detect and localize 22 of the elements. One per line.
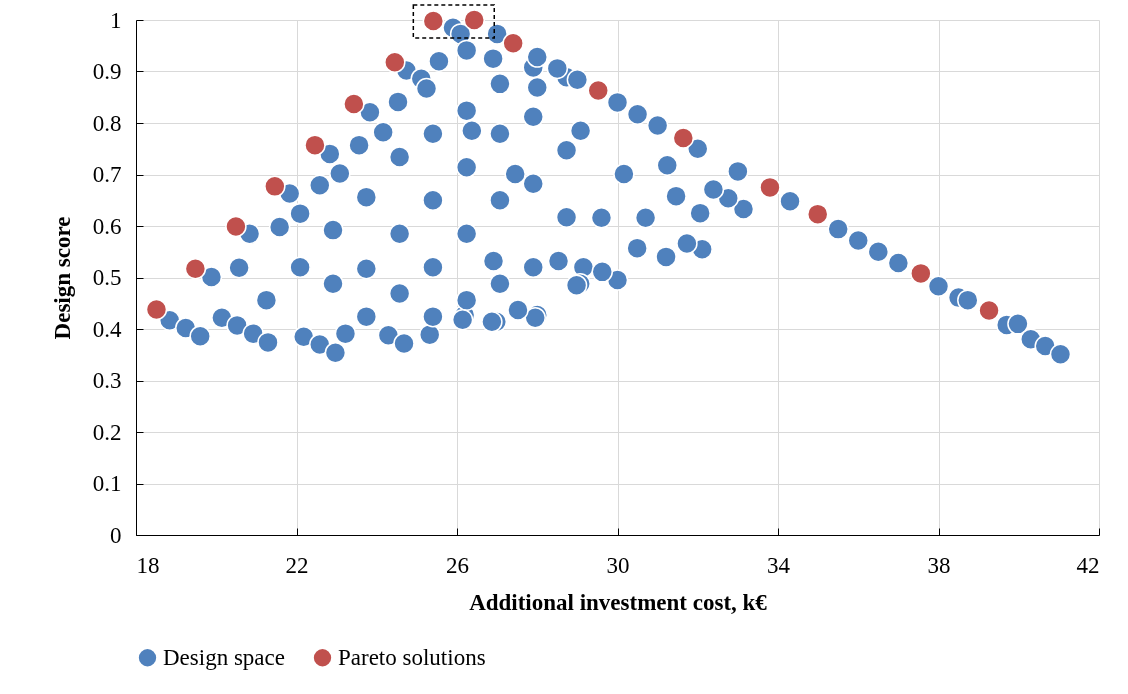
x-tick-label: 30 — [606, 552, 630, 578]
x-tick-label: 26 — [446, 552, 469, 578]
y-tick-label: 0.7 — [92, 162, 122, 187]
y-axis-title: Design score — [49, 216, 75, 340]
x-tick-label: 22 — [285, 552, 309, 578]
y-tick-label: 0 — [110, 522, 122, 548]
y-tick-label: 0.8 — [92, 110, 122, 136]
y-tick-label: 0.4 — [92, 316, 122, 342]
y-tick-label: 0.9 — [92, 59, 122, 84]
y-tick-label: 1 — [110, 7, 122, 33]
x-tick-label: 38 — [927, 552, 951, 578]
x-axis-title: Additional investment cost, k€ — [469, 589, 768, 615]
x-tick-label: 34 — [767, 552, 791, 578]
x-tick-label: 42 — [1076, 552, 1100, 578]
legend-label: Design space — [163, 644, 285, 670]
y-tick-label: 0.5 — [92, 265, 122, 290]
y-tick-label: 0.1 — [92, 471, 122, 496]
x-tick-label: 18 — [136, 552, 160, 578]
y-tick-label: 0.2 — [92, 419, 122, 445]
y-tick-label: 0.3 — [92, 368, 122, 393]
legend-label: Pareto solutions — [338, 644, 486, 670]
y-tick-label: 0.6 — [92, 213, 122, 239]
